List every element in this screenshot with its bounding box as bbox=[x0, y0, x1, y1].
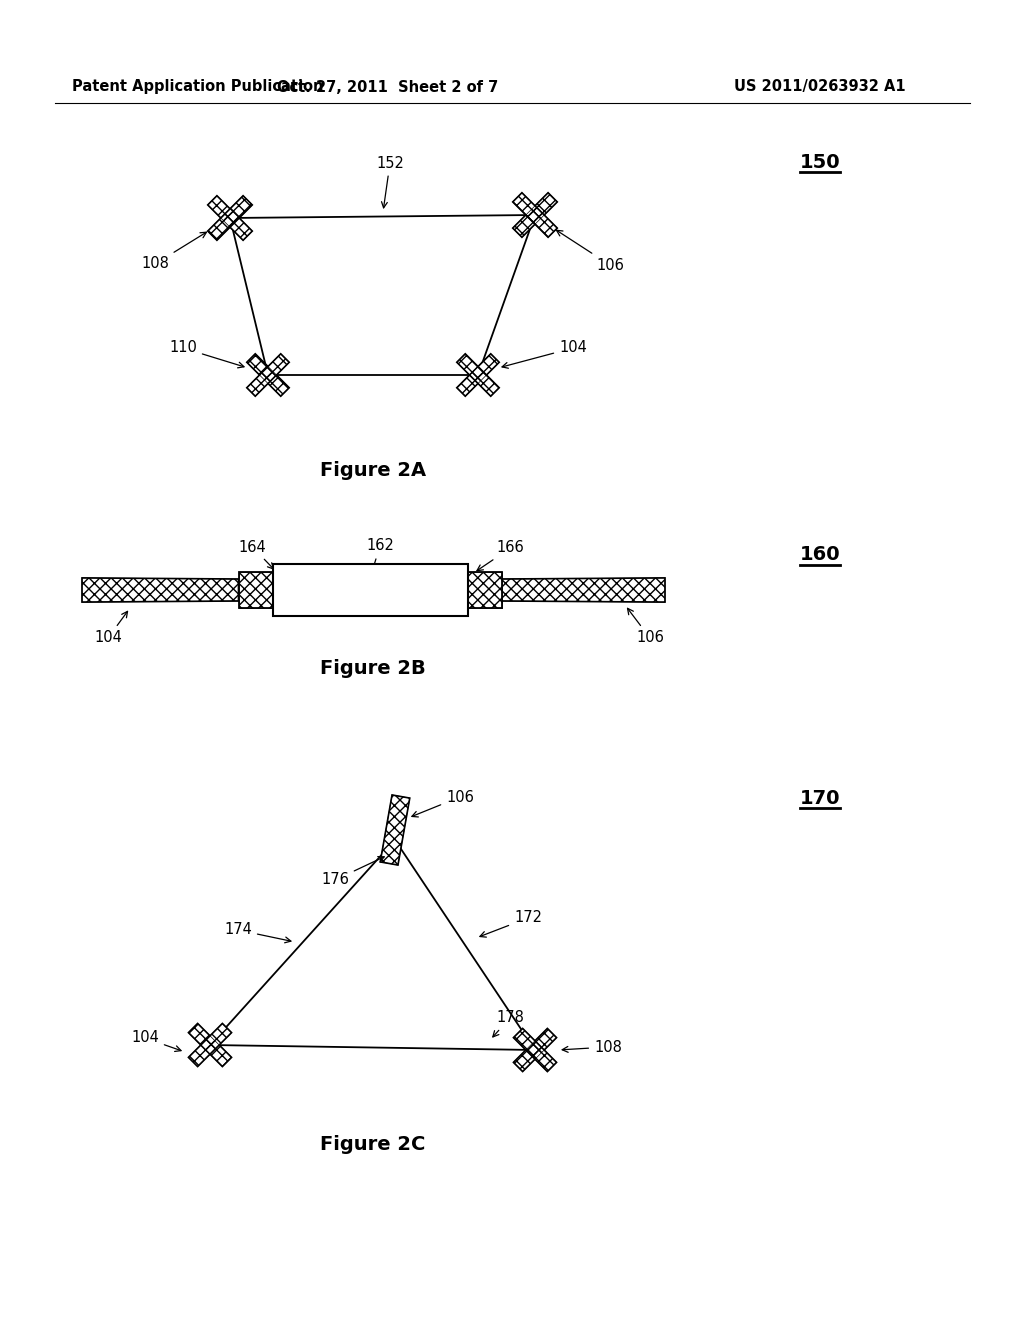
Polygon shape bbox=[208, 195, 252, 240]
Text: Patent Application Publication: Patent Application Publication bbox=[72, 79, 324, 95]
Text: 150: 150 bbox=[800, 153, 841, 172]
Polygon shape bbox=[208, 195, 252, 240]
Polygon shape bbox=[188, 1023, 231, 1067]
Text: Figure 2B: Figure 2B bbox=[321, 659, 426, 677]
Text: 110: 110 bbox=[169, 341, 244, 368]
Text: 106: 106 bbox=[412, 789, 474, 817]
Text: 174: 174 bbox=[224, 923, 291, 942]
Polygon shape bbox=[502, 578, 665, 602]
Text: 108: 108 bbox=[562, 1040, 622, 1055]
Text: 108: 108 bbox=[141, 232, 207, 272]
Polygon shape bbox=[457, 354, 500, 396]
Bar bbox=[239, 572, 274, 609]
Polygon shape bbox=[247, 354, 289, 396]
Text: 172: 172 bbox=[480, 911, 542, 937]
Text: Figure 2A: Figure 2A bbox=[319, 461, 426, 479]
Text: 178: 178 bbox=[493, 1011, 524, 1038]
Bar bbox=[466, 572, 502, 609]
Polygon shape bbox=[380, 795, 410, 865]
Text: 176: 176 bbox=[322, 857, 384, 887]
Text: 152: 152 bbox=[376, 156, 403, 207]
Bar bbox=[466, 572, 502, 609]
Text: Figure 2C: Figure 2C bbox=[321, 1135, 426, 1155]
Polygon shape bbox=[188, 1023, 231, 1067]
Bar bbox=[239, 572, 274, 609]
Text: 104: 104 bbox=[131, 1031, 181, 1052]
Text: 164: 164 bbox=[239, 540, 273, 569]
Text: 106: 106 bbox=[556, 230, 624, 272]
Text: 160: 160 bbox=[800, 545, 841, 565]
Text: 104: 104 bbox=[94, 611, 128, 645]
Text: 106: 106 bbox=[628, 609, 664, 645]
Text: 170: 170 bbox=[800, 788, 841, 808]
Polygon shape bbox=[247, 354, 289, 396]
Text: Oct. 27, 2011  Sheet 2 of 7: Oct. 27, 2011 Sheet 2 of 7 bbox=[278, 79, 499, 95]
Bar bbox=[272, 564, 468, 616]
Text: US 2011/0263932 A1: US 2011/0263932 A1 bbox=[734, 79, 906, 95]
Polygon shape bbox=[457, 354, 500, 396]
Text: 104: 104 bbox=[502, 341, 587, 368]
Polygon shape bbox=[513, 1028, 557, 1072]
Polygon shape bbox=[82, 578, 239, 602]
Text: 162: 162 bbox=[366, 539, 394, 574]
Polygon shape bbox=[513, 193, 557, 238]
Polygon shape bbox=[513, 193, 557, 238]
Polygon shape bbox=[513, 1028, 557, 1072]
Text: 166: 166 bbox=[477, 540, 524, 570]
